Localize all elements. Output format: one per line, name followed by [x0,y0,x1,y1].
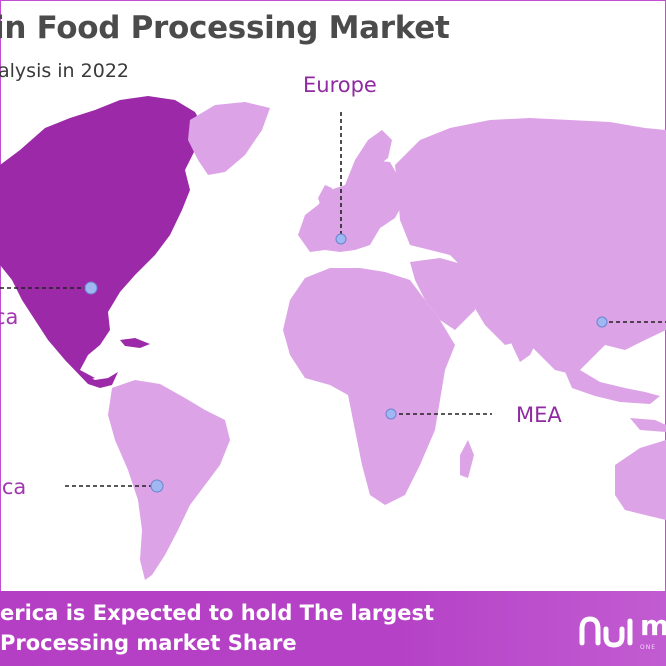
world-map [0,96,666,580]
banner-text: erica is Expected to hold The largest Pr… [0,598,470,658]
marker-asia [596,316,608,328]
region-asia [395,118,666,375]
region-label-mea: MEA [516,403,562,427]
marker-latin-america [150,479,164,493]
region-africa [283,268,455,505]
brand-logo-text: m [640,609,666,642]
page-subtitle: alysis in 2022 [0,60,129,82]
footer-banner: erica is Expected to hold The largest Pr… [0,591,666,666]
page-title: in Food Processing Market [0,10,450,46]
region-label-north-america-line1: ca [0,305,19,329]
region-uk [318,185,332,210]
region-label-europe: Europe [303,73,377,97]
region-india [505,300,545,362]
region-australia [615,440,666,520]
marker-europe [335,233,347,245]
region-central-america [65,360,118,388]
region-scandinavia [345,130,392,185]
region-europe [298,160,405,252]
brand-logo-icon [579,616,633,648]
region-latin-america [108,380,230,580]
region-japan [640,255,656,295]
brand-logo-subtext: ONE [640,644,657,651]
region-madagascar [460,440,474,478]
marker-north-america [84,281,98,295]
region-label-latin-america: ica [0,475,27,499]
region-new-guinea [630,418,666,432]
banner-line-2: Processing market Share [0,631,297,655]
marker-mea [385,408,397,420]
banner-line-1: erica is Expected to hold The largest [0,601,435,625]
region-caribbean [120,338,150,348]
region-greenland [188,102,270,175]
region-middle-east [410,258,480,330]
region-north-america [0,96,205,380]
region-southeast-asia [560,360,660,404]
